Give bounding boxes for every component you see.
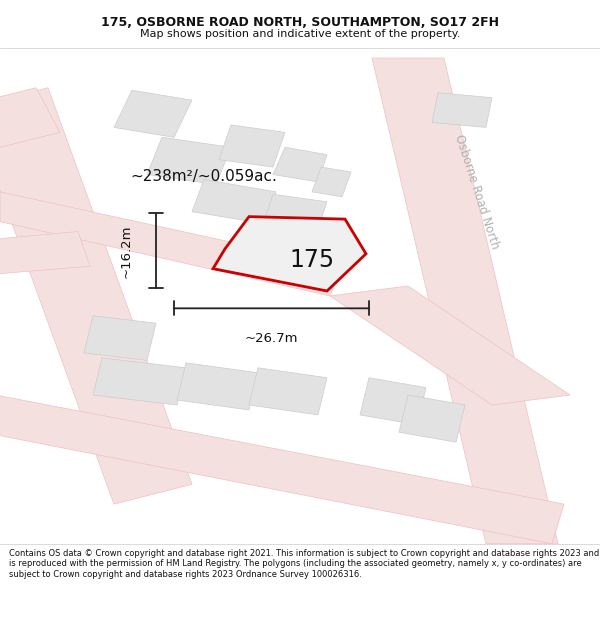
Text: ~238m²/~0.059ac.: ~238m²/~0.059ac. [131, 169, 277, 184]
Text: ~16.2m: ~16.2m [119, 224, 133, 278]
Polygon shape [0, 390, 564, 544]
Text: ~26.7m: ~26.7m [245, 332, 298, 344]
Text: 175: 175 [289, 248, 334, 272]
Polygon shape [192, 179, 276, 224]
Polygon shape [147, 138, 231, 184]
Polygon shape [177, 363, 258, 410]
Polygon shape [0, 192, 342, 296]
Polygon shape [273, 148, 327, 182]
Polygon shape [399, 395, 465, 442]
Text: Map shows position and indicative extent of the property.: Map shows position and indicative extent… [140, 29, 460, 39]
Text: 175, OSBORNE ROAD NORTH, SOUTHAMPTON, SO17 2FH: 175, OSBORNE ROAD NORTH, SOUTHAMPTON, SO… [101, 16, 499, 29]
Polygon shape [93, 358, 186, 405]
Polygon shape [372, 58, 558, 544]
Polygon shape [114, 90, 192, 138]
Polygon shape [0, 88, 60, 148]
Polygon shape [249, 368, 327, 415]
Polygon shape [0, 231, 90, 276]
Polygon shape [219, 125, 285, 167]
Text: Osborne Road North: Osborne Road North [452, 133, 502, 251]
Text: Contains OS data © Crown copyright and database right 2021. This information is : Contains OS data © Crown copyright and d… [9, 549, 599, 579]
Polygon shape [330, 286, 570, 405]
Polygon shape [432, 92, 492, 128]
Polygon shape [84, 316, 156, 361]
Polygon shape [312, 167, 351, 197]
Polygon shape [0, 88, 192, 504]
Polygon shape [213, 217, 366, 291]
Polygon shape [360, 378, 426, 425]
Polygon shape [264, 194, 327, 229]
